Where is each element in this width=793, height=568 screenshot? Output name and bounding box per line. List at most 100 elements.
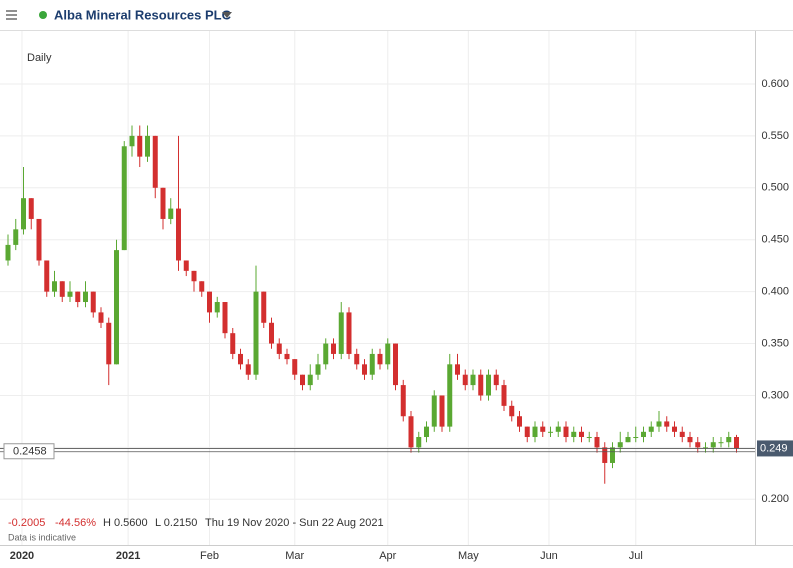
- candle-body: [137, 135, 143, 157]
- dropdown-arrow[interactable]: [222, 12, 232, 18]
- candle-body: [540, 426, 546, 432]
- candle-body: [168, 208, 174, 219]
- candle-body: [493, 374, 499, 386]
- menu-icon[interactable]: [6, 10, 17, 20]
- candle-body: [470, 374, 476, 386]
- y-tick-label: 0.550: [761, 130, 789, 142]
- candle-body: [555, 426, 561, 432]
- change-percent: -44.56%: [55, 517, 96, 529]
- candle-body: [36, 218, 42, 261]
- candle-body: [83, 291, 88, 303]
- price-label-box: [3, 443, 55, 460]
- candle-body: [734, 437, 739, 449]
- candle-body: [176, 208, 181, 261]
- candle-body: [183, 260, 189, 271]
- candle-body: [75, 291, 81, 303]
- candle-body: [462, 374, 468, 386]
- candle-body: [641, 431, 646, 438]
- candle-body: [369, 353, 375, 375]
- candle-body: [586, 437, 592, 439]
- candle-body: [354, 353, 360, 365]
- x-tick-label: Feb: [200, 550, 219, 562]
- candle-body: [517, 416, 522, 427]
- candle-body: [408, 416, 414, 448]
- candle-body: [261, 291, 267, 323]
- candle-body: [28, 198, 34, 219]
- price-label-box: [757, 440, 793, 457]
- candle-body: [160, 187, 166, 219]
- candle-body: [346, 312, 352, 354]
- candle-body: [214, 302, 220, 313]
- candle-body: [633, 437, 639, 439]
- candle-body: [106, 322, 112, 365]
- candle-body: [687, 437, 693, 443]
- candle-body: [191, 270, 197, 282]
- candle-body: [145, 135, 150, 157]
- candle-body: [431, 395, 437, 427]
- y-tick-label: 0.500: [761, 182, 789, 194]
- candle-body: [315, 364, 321, 375]
- instrument-title[interactable]: Alba Mineral Resources PLC: [54, 7, 232, 22]
- candle-body: [152, 135, 158, 188]
- x-tick-label: Jul: [629, 550, 643, 562]
- candle-body: [439, 395, 445, 427]
- candle-body: [455, 364, 460, 375]
- y-tick-label: 0.200: [761, 493, 789, 505]
- candle-body: [269, 322, 274, 344]
- candle-body: [292, 359, 298, 375]
- candle-body: [5, 244, 11, 261]
- candle-body: [331, 343, 336, 354]
- candle-body: [509, 405, 515, 417]
- candle-body: [222, 302, 228, 334]
- period-low: L 0.2150: [155, 517, 197, 529]
- candle-body: [276, 343, 282, 354]
- candle-body: [307, 374, 313, 386]
- interval-label: Daily: [27, 52, 52, 64]
- candle-body: [13, 229, 19, 245]
- candle-body: [393, 343, 398, 386]
- candle-body: [548, 431, 553, 433]
- change: -0.2005: [8, 517, 45, 529]
- candle-body: [571, 431, 577, 438]
- candle-body: [656, 421, 662, 427]
- x-tick-label: 2021: [116, 550, 140, 562]
- candle-body: [594, 437, 600, 448]
- candle-body: [679, 431, 685, 438]
- x-tick-label: May: [458, 550, 479, 562]
- candle-body: [90, 291, 96, 313]
- candle-body: [416, 437, 422, 448]
- candle-body: [424, 426, 429, 438]
- candle-body: [602, 447, 608, 463]
- candle-body: [726, 437, 732, 443]
- candle-body: [385, 343, 391, 365]
- date-range: Thu 19 Nov 2020 - Sun 22 Aug 2021: [205, 517, 384, 529]
- candle-body: [447, 364, 453, 427]
- candle-body: [718, 442, 724, 444]
- candle-body: [207, 291, 212, 313]
- candle-body: [238, 353, 243, 365]
- candle-body: [532, 426, 538, 438]
- y-tick-label: 0.400: [761, 286, 789, 298]
- candle-body: [579, 431, 584, 438]
- y-tick-label: 0.350: [761, 337, 789, 349]
- candle-body: [59, 281, 65, 297]
- candle-body: [230, 333, 236, 354]
- candle-body: [648, 426, 654, 432]
- candle-body: [253, 291, 259, 375]
- period-high: H 0.5600: [103, 517, 148, 529]
- price-label: 0.2458: [13, 446, 47, 458]
- candle-body: [300, 374, 305, 386]
- candle-body: [338, 312, 344, 354]
- candle-body: [625, 437, 631, 443]
- y-tick-label: 0.300: [761, 389, 789, 401]
- candle-body: [67, 291, 73, 297]
- candle-body: [284, 353, 290, 360]
- candle-body: [121, 146, 127, 251]
- y-tick-label: 0.600: [761, 78, 789, 90]
- candle-body: [710, 442, 716, 448]
- candle-body: [400, 385, 406, 417]
- candle-body: [478, 374, 484, 396]
- candle-body: [129, 135, 135, 147]
